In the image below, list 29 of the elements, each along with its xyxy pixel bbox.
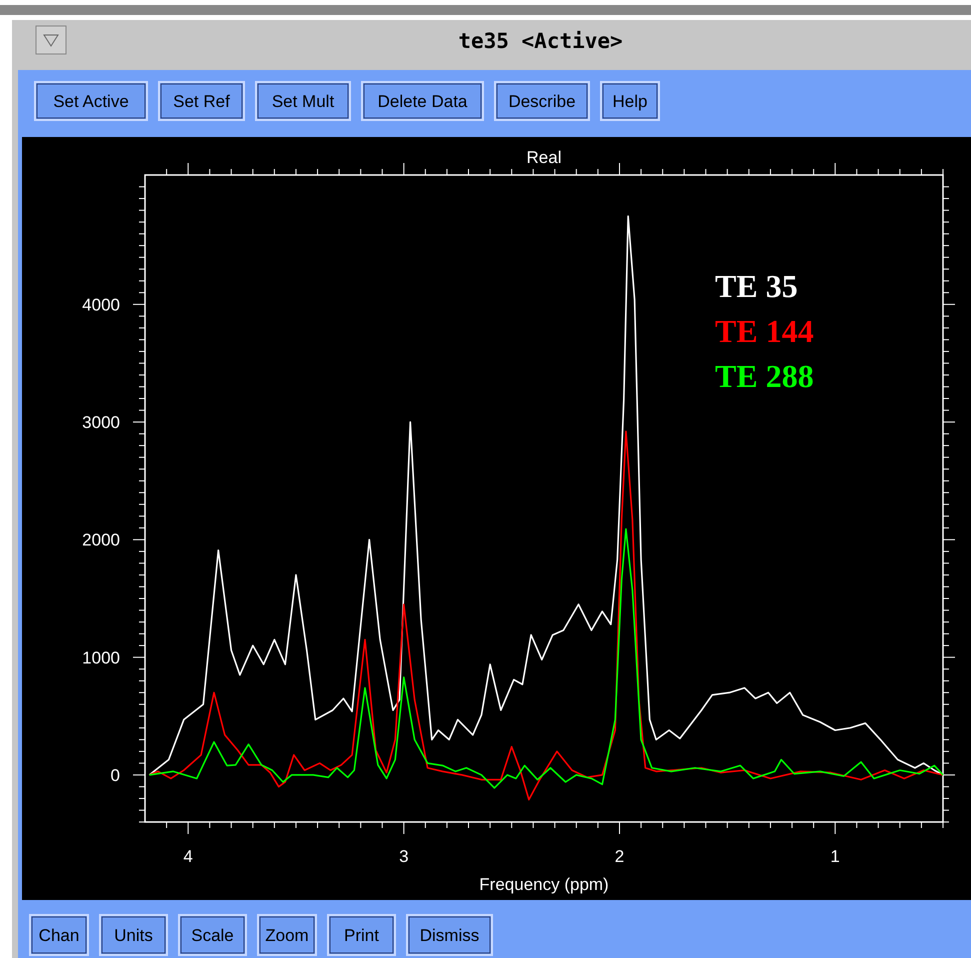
text: TE 144	[715, 313, 814, 349]
button[interactable]: Describe	[494, 81, 590, 121]
button[interactable]: Set Active	[34, 81, 148, 121]
x-axis-title: Frequency (ppm)	[479, 875, 609, 894]
x-tick-label: 3	[399, 847, 409, 866]
line-series	[148, 430, 944, 800]
button[interactable]: Print	[327, 914, 396, 956]
y-tick-label: 2000	[82, 530, 120, 550]
y-tick-label: 0	[110, 766, 120, 785]
y-tick-label: 1000	[82, 648, 120, 668]
button[interactable]: Chan	[29, 914, 89, 956]
y-tick-label: 3000	[82, 413, 120, 432]
text: TE 35	[715, 268, 798, 304]
chart-title: te35 <Active>	[458, 29, 623, 53]
button[interactable]: Zoom	[257, 914, 317, 956]
x-tick-label: 1	[830, 847, 840, 866]
chart-subtitle: Real	[526, 148, 562, 167]
button[interactable]: Set Ref	[158, 81, 245, 121]
x-tick-label: 4	[183, 847, 193, 866]
button[interactable]: Dismiss	[406, 914, 493, 956]
button[interactable]: Help	[600, 81, 660, 121]
button[interactable]: Set Mult	[255, 81, 351, 121]
y-tick-label: 4000	[82, 295, 120, 314]
button[interactable]: Units	[99, 914, 168, 956]
text: TE 288	[715, 358, 814, 394]
line-series	[148, 528, 944, 789]
button[interactable]: Scale	[178, 914, 247, 956]
x-tick-label: 2	[614, 847, 624, 866]
button[interactable]: Delete Data	[361, 81, 484, 121]
